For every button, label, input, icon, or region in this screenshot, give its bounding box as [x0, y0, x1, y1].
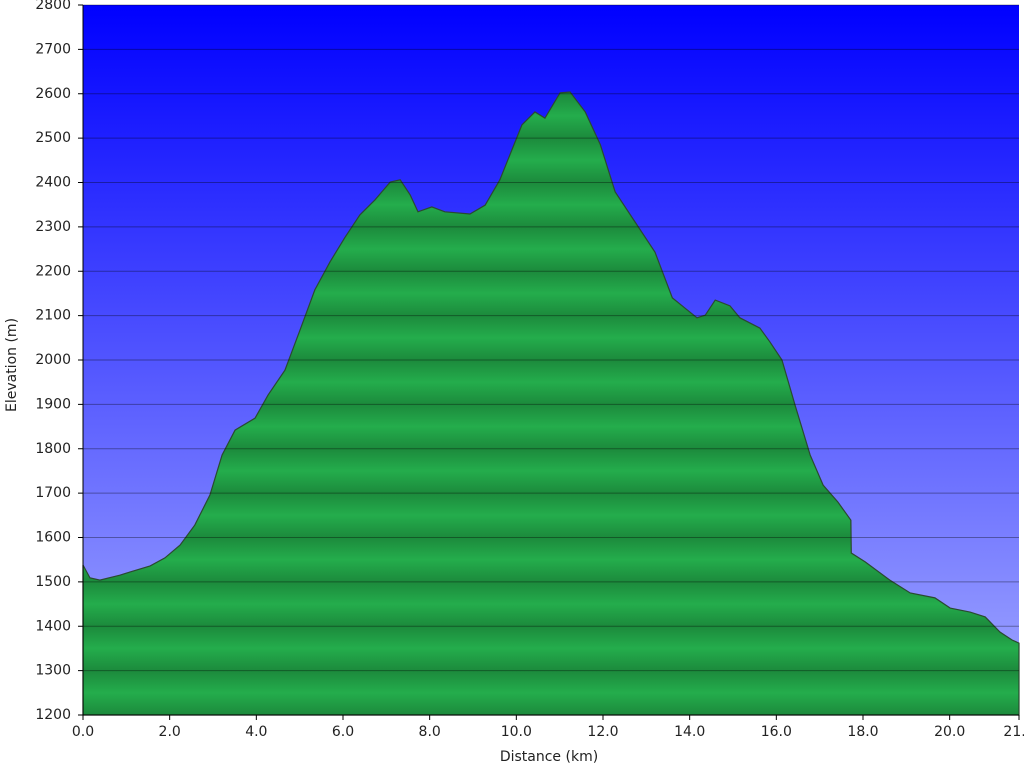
y-tick-label: 2700 [35, 41, 71, 57]
x-tick-label: 10.0 [501, 724, 532, 740]
y-tick-label: 2100 [35, 308, 71, 324]
y-tick-label: 1500 [35, 574, 71, 590]
y-tick-label: 2600 [35, 86, 71, 102]
x-tick-label: 2.0 [159, 724, 181, 740]
elevation-area [82, 91, 1020, 716]
x-tick-label: 16.0 [761, 724, 792, 740]
y-tick-label: 1800 [35, 441, 71, 457]
x-tick-label: 21.6 [1003, 724, 1024, 740]
y-tick-label: 2800 [35, 0, 71, 13]
y-tick-label: 2500 [35, 130, 71, 146]
y-tick-label: 1300 [35, 663, 71, 679]
y-tick-label: 1400 [35, 618, 71, 634]
y-tick-label: 2300 [35, 219, 71, 235]
y-tick-label: 2400 [35, 175, 71, 191]
x-tick-label: 20.0 [934, 724, 965, 740]
y-tick-label: 1600 [35, 530, 71, 546]
x-tick-label: 0.0 [72, 724, 94, 740]
x-tick-label: 14.0 [674, 724, 705, 740]
x-tick-label: 18.0 [847, 724, 878, 740]
y-tick-label: 2000 [35, 352, 71, 368]
y-tick-label: 1700 [35, 485, 71, 501]
x-tick-label: 8.0 [419, 724, 441, 740]
y-tick-label: 2200 [35, 263, 71, 279]
x-tick-label: 12.0 [587, 724, 618, 740]
y-tick-label: 1900 [35, 396, 71, 412]
x-tick-label: 6.0 [332, 724, 354, 740]
y-axis-label: Elevation (m) [4, 318, 20, 412]
x-tick-label: 4.0 [245, 724, 267, 740]
x-axis-label: Distance (km) [500, 749, 598, 765]
y-tick-label: 1200 [35, 707, 71, 723]
